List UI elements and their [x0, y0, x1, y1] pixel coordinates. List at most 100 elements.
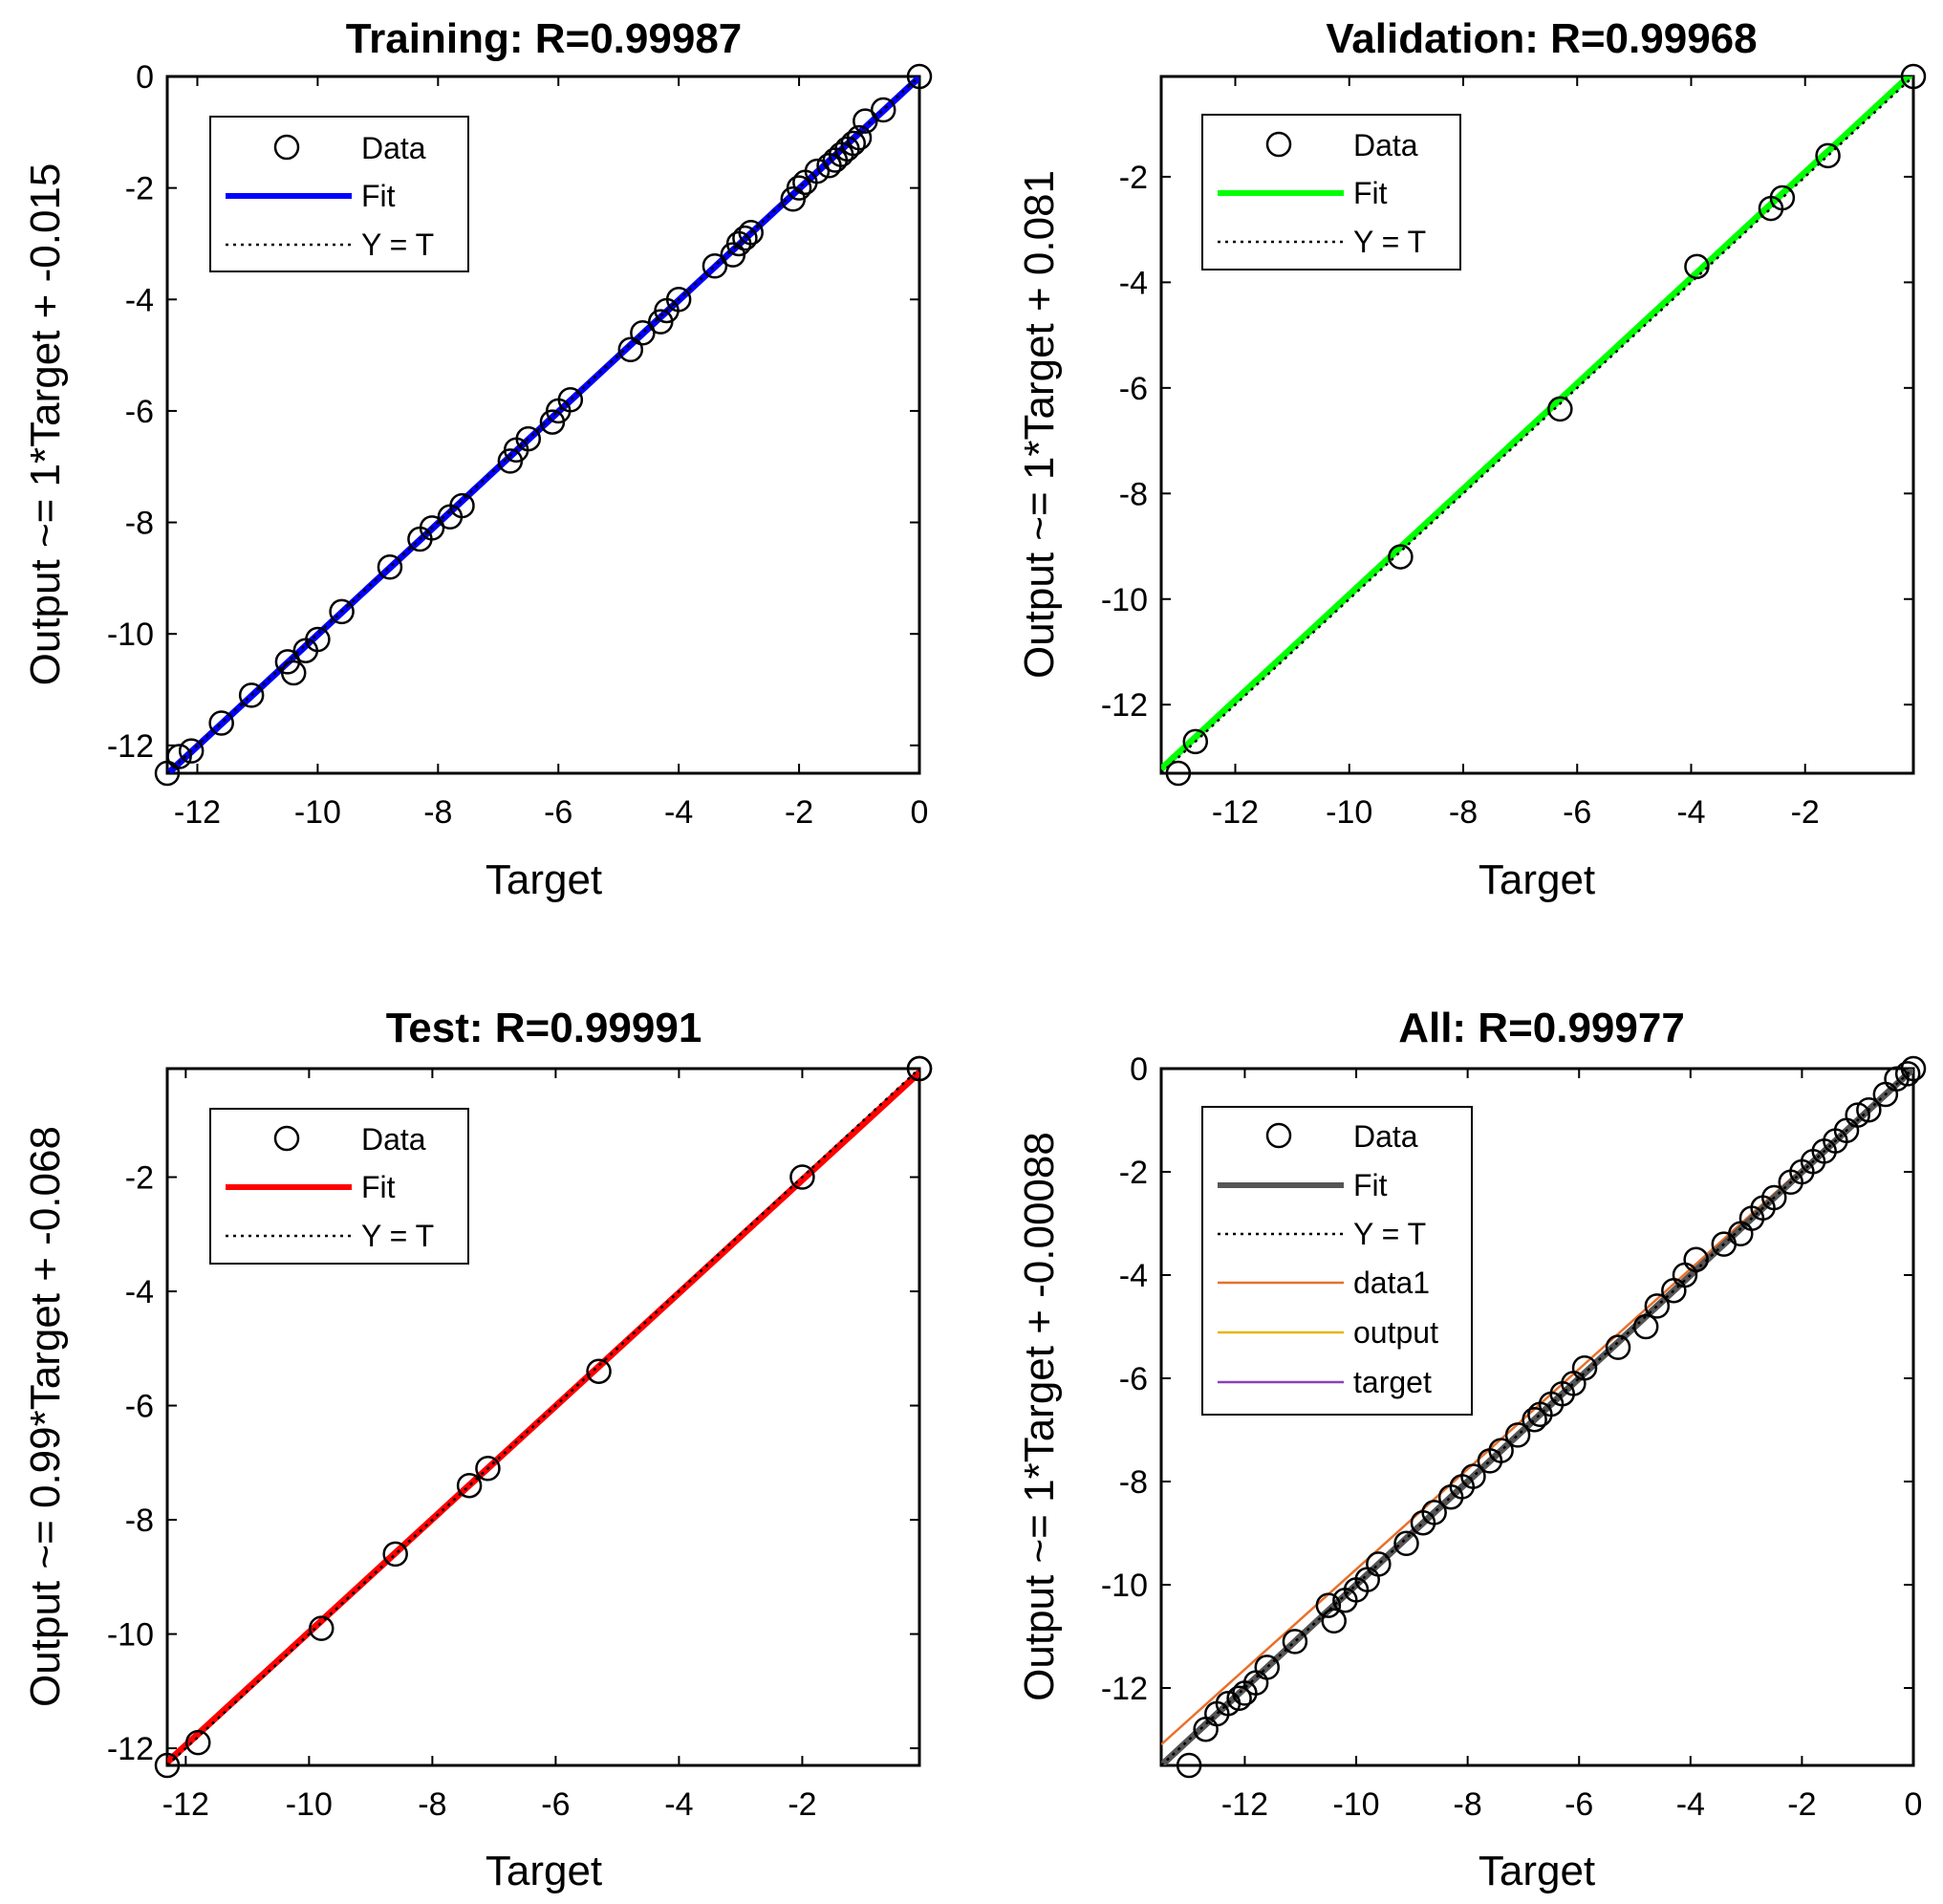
validation-xlabel: Target	[1479, 856, 1595, 903]
training-data-point	[906, 63, 933, 90]
test-data-point	[382, 1541, 408, 1568]
test-legend: Data Fit Y = T	[209, 1108, 469, 1265]
all-legend-output-label: output	[1353, 1315, 1438, 1350]
validation-xtick-label-5: -2	[1791, 794, 1820, 831]
all-legend: Data Fit Y = T data1 output target	[1201, 1106, 1473, 1416]
all-data-point	[1644, 1293, 1671, 1319]
all-data-point	[1761, 1184, 1787, 1211]
all-xtick-label-6: 0	[1905, 1786, 1923, 1823]
test-ytick-label-1: -4	[125, 1274, 154, 1310]
test-xtick-label-1: -10	[286, 1786, 333, 1823]
all-data-point	[1894, 1061, 1921, 1087]
test-title: Test: R=0.99991	[386, 1005, 702, 1051]
training-data-point	[178, 738, 205, 764]
test-ytick-label-5: -12	[107, 1731, 154, 1767]
training-data-point	[786, 175, 812, 201]
all-data-point	[1856, 1096, 1882, 1123]
training-data-point	[449, 492, 475, 519]
all-panel: All: R=0.99977 -12 -10 -8 -6 -4 -2 00-2-4-6-8-…	[1016, 1005, 1927, 1894]
training-ytick-label-0: 0	[136, 59, 154, 96]
all-ytick-label-5: -10	[1101, 1568, 1148, 1604]
all-data-point	[1522, 1406, 1547, 1433]
all-legend-target-label: target	[1353, 1365, 1432, 1399]
all-ytick-label-3: -6	[1119, 1361, 1148, 1397]
test-xlabel: Target	[486, 1848, 602, 1894]
all-data-point	[1460, 1463, 1486, 1489]
training-xtick-label-2: -8	[423, 794, 452, 831]
training-data-point	[702, 253, 728, 279]
all-data-point	[1421, 1500, 1447, 1525]
test-xtick-label-0: -12	[162, 1786, 209, 1823]
all-data-point	[1176, 1752, 1202, 1779]
training-data-point	[846, 124, 873, 151]
all-data-point	[1254, 1655, 1281, 1680]
training-title: Training: R=0.99987	[346, 15, 743, 62]
test-ytick-label-0: -2	[125, 1160, 154, 1197]
validation-legend: Data Fit Y = T	[1201, 114, 1461, 270]
validation-ylabel: Output ~= 1*Target + 0.081	[1016, 170, 1063, 679]
validation-y-equals-t-line	[1161, 76, 1913, 773]
all-legend-box	[1201, 1106, 1473, 1416]
test-plot-area	[167, 1069, 919, 1765]
test-data-point	[906, 1055, 933, 1082]
all-ytick-label-2: -4	[1119, 1258, 1148, 1294]
validation-xtick-label-0: -12	[1212, 794, 1259, 831]
validation-xtick-label-1: -10	[1326, 794, 1372, 831]
test-panel: Test: R=0.99991 -12 -10 -8 -6 -4 -2-2-4-6-8-1…	[22, 1005, 933, 1894]
validation-ytick-label-0: -2	[1119, 160, 1148, 196]
all-data-point	[1571, 1354, 1598, 1381]
all-data-point	[1845, 1102, 1870, 1128]
training-xtick-label-0: -12	[174, 794, 221, 831]
training-y-equals-t-line	[167, 76, 919, 773]
all-xtick-label-3: -6	[1565, 1786, 1593, 1823]
validation-data-point	[1684, 253, 1710, 280]
all-data-point	[1321, 1608, 1347, 1634]
validation-data-point	[1900, 63, 1927, 90]
all-data-point	[1504, 1422, 1531, 1448]
all-data-point	[1282, 1629, 1308, 1655]
training-data-point	[557, 387, 584, 413]
test-xtick-label-2: -8	[418, 1786, 446, 1823]
all-xtick-label-4: -4	[1676, 1786, 1705, 1823]
all-xtick-label-2: -8	[1454, 1786, 1482, 1823]
all-xlabel: Target	[1479, 1848, 1595, 1894]
training-data-point	[630, 320, 656, 346]
all-data-point	[1683, 1246, 1709, 1273]
all-data-point	[1632, 1313, 1659, 1340]
test-ytick-label-3: -8	[125, 1503, 154, 1539]
test-legend-yt-label: Y = T	[361, 1219, 434, 1253]
validation-title: Validation: R=0.99968	[1326, 15, 1757, 62]
validation-panel: Validation: R=0.99968 -12 -10 -8 -6 -4 -2 -2 -4…	[1016, 15, 1927, 903]
training-data-point	[305, 626, 331, 653]
validation-ytick-label-1: -4	[1119, 265, 1148, 301]
test-xtick-label-3: -6	[541, 1786, 570, 1823]
all-data-point	[1900, 1055, 1927, 1082]
test-legend-data-label: Data	[361, 1122, 426, 1157]
validation-ytick-label-2: -6	[1119, 371, 1148, 407]
all-legend-yt-label: Y = T	[1353, 1217, 1426, 1251]
training-data-point	[738, 220, 764, 246]
training-data-point	[419, 515, 445, 541]
training-legend-data-marker	[273, 134, 300, 161]
training-ytick-label-5: -10	[107, 617, 154, 653]
validation-ytick-label-4: -10	[1101, 582, 1148, 618]
training-ytick-label-1: -2	[125, 171, 154, 207]
validation-data-point	[1815, 142, 1841, 169]
test-data-point	[456, 1472, 483, 1499]
training-ytick-label-3: -6	[125, 394, 154, 430]
test-data-point	[185, 1729, 211, 1756]
training-data-point	[280, 660, 307, 686]
training-ytick-label-2: -4	[125, 282, 154, 318]
validation-legend-fit-label: Fit	[1353, 176, 1388, 210]
all-data-point	[1605, 1334, 1631, 1360]
validation-data-point	[1547, 396, 1573, 422]
training-data-point	[617, 336, 644, 363]
training-panel: Training: R=0.99987 -12 -10 -8 -6 -4 -2 0 0 -2 -4…	[22, 15, 933, 903]
test-data-point	[309, 1615, 335, 1641]
test-ytick-label-4: -10	[107, 1617, 154, 1654]
training-xtick-label-5: -2	[785, 794, 813, 831]
validation-legend-data-marker	[1265, 131, 1292, 158]
training-data-point	[732, 225, 758, 251]
training-data-point	[804, 158, 831, 184]
training-plot-area	[167, 76, 919, 773]
